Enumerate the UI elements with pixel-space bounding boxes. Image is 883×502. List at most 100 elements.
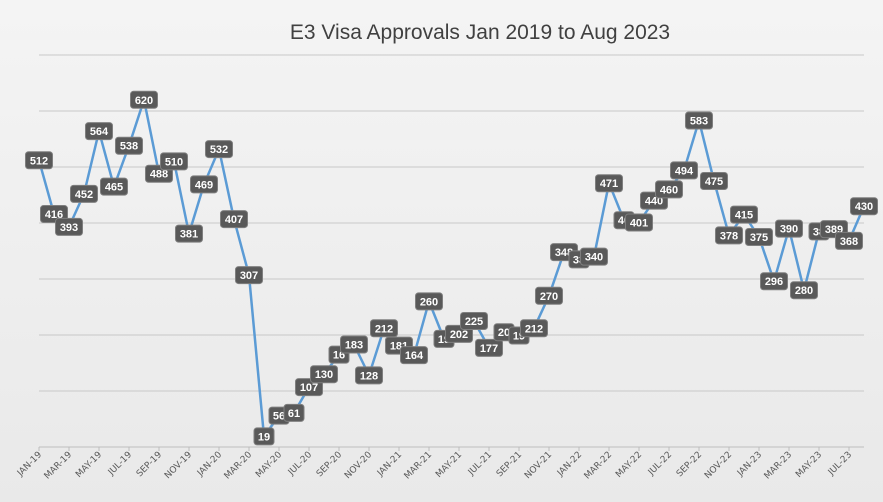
data-label: 532 [205,140,233,159]
data-label-box [355,366,383,385]
x-tick-label: JAN-19 [15,450,44,479]
data-label-box [55,217,83,236]
data-label-text: 20 [498,327,510,339]
x-tick-label: MAY-19 [74,450,104,480]
data-label-text: 225 [465,316,483,328]
data-label-box [310,365,338,384]
x-tick-label: JUL-21 [466,450,494,478]
data-label: 465 [100,177,128,196]
data-label: 61 [283,403,305,422]
data-label: 564 [85,122,113,141]
series-line [37,94,866,440]
x-tick-label: NOV-21 [523,450,554,481]
data-label-text: 183 [345,340,363,352]
data-label-text: 440 [645,196,663,208]
data-label-box [460,312,488,330]
data-label: 202 [445,324,473,343]
data-label: 401 [625,213,653,232]
data-label-box [160,152,188,171]
chart-title: E3 Visa Approvals Jan 2019 to Aug 2023 [290,21,670,44]
data-label-text: 583 [690,116,708,128]
x-tick-label: SEP-19 [135,450,164,479]
data-label-box [535,286,563,305]
data-label-box [235,266,263,285]
data-label-text: 390 [780,224,798,236]
data-label-box [760,272,788,291]
x-tick-label: NOV-22 [703,450,734,481]
data-label-text: 107 [300,382,318,394]
data-label: 415 [730,205,758,224]
data-label-text: 471 [600,178,618,190]
data-label-text: 407 [225,214,243,226]
data-label: 407 [220,210,248,229]
x-tick-label: MAR-19 [43,450,75,482]
data-label-text: 512 [30,155,48,167]
data-label-text: 270 [540,291,558,303]
data-label-box [400,346,428,365]
data-label-text: 415 [735,210,753,222]
x-tick-label: JUL-22 [646,450,674,478]
data-label-text: 430 [855,201,873,213]
data-label-box [253,427,275,446]
data-label-text: 532 [210,144,228,156]
data-label-box [100,177,128,196]
data-label-text: 375 [750,232,768,244]
data-label-text: 128 [360,370,378,382]
data-label: 460 [655,180,683,199]
data-labels: 5124163934525644655386204885103814695324… [25,90,878,446]
x-tick-label: MAR-20 [223,450,255,482]
x-tick-label: JUL-23 [826,450,854,478]
data-label: 494 [670,161,698,180]
data-label-text: 177 [480,343,498,355]
x-tick-label: MAR-21 [403,450,434,481]
x-tick-label: MAR-23 [763,450,794,481]
series-line-group [37,94,866,440]
data-label-text: 164 [405,350,424,362]
data-label: 164 [400,346,428,365]
data-label-box [835,231,863,250]
data-label: 512 [25,151,53,170]
data-label-box [370,319,398,338]
data-label: 128 [355,366,383,385]
data-label-box [775,219,803,238]
data-label-box [190,175,218,194]
data-label-box [700,172,728,190]
data-label-box [340,335,368,354]
x-tick-label: JAN-23 [735,450,764,479]
data-label-box [205,140,233,159]
data-label: 212 [370,319,398,338]
data-label: 183 [340,335,368,354]
x-tick-label: NOV-19 [163,450,194,481]
data-label-text: 564 [90,126,109,138]
data-label: 368 [835,231,863,250]
data-label-text: 538 [120,141,138,153]
data-label: 393 [55,217,83,236]
data-label: 538 [115,136,143,155]
data-label-box [595,174,623,193]
data-label-box [670,161,698,180]
data-label-text: 620 [135,95,153,107]
data-label-text: 381 [180,229,198,241]
data-label-box [475,338,503,357]
data-label-box [730,205,758,224]
data-label-box [850,197,878,216]
data-label-text: 202 [450,329,468,341]
x-tick-label: MAY-22 [614,450,644,480]
data-label: 378 [715,226,743,245]
data-label: 390 [775,219,803,238]
data-label: 430 [850,197,878,216]
data-label: 307 [235,266,263,285]
x-tick-label: MAY-23 [794,450,824,480]
data-label-text: 469 [195,179,213,191]
data-label: 270 [535,286,563,305]
data-label: 381 [175,224,203,243]
data-label-box [70,184,98,203]
x-tick-label: JUL-20 [286,450,314,478]
x-tick-label: SEP-20 [315,450,344,479]
data-label-text: 19 [258,431,270,443]
x-tick-label: MAY-20 [254,450,284,480]
data-label-box [175,224,203,243]
data-label-text: 280 [795,285,813,297]
data-label-text: 401 [630,217,648,229]
